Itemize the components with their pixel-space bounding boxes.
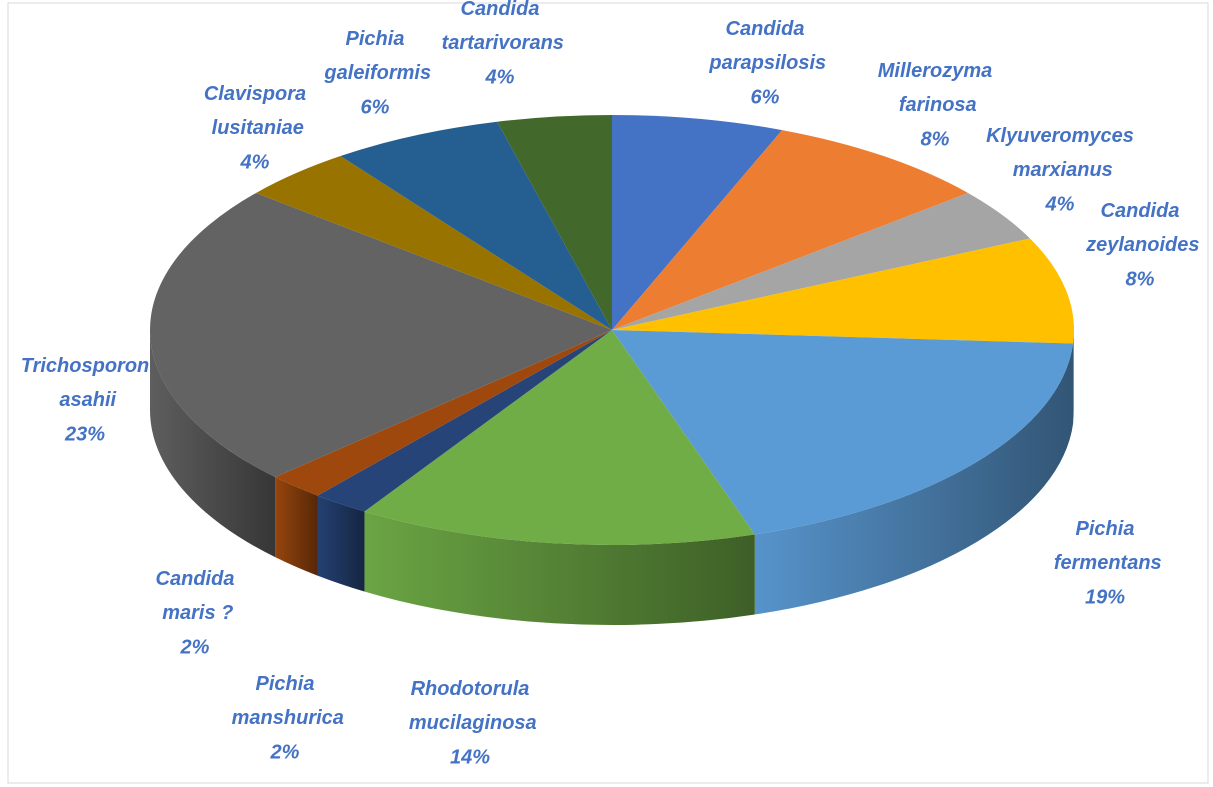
data-label-name: Clavispora lusitaniae — [204, 83, 306, 139]
data-label-value: 2% — [270, 741, 300, 763]
data-label-value: 4% — [1045, 193, 1075, 215]
data-label-value: 4% — [240, 151, 270, 173]
label-line: farinosa — [893, 94, 976, 116]
data-label-value: 8% — [1126, 268, 1155, 290]
data-label-name: Pichia galeiformis — [319, 28, 431, 84]
label-line: Rhodotorula — [411, 678, 530, 700]
data-label-value: 6% — [361, 96, 390, 118]
label-line: Pichia — [346, 28, 405, 50]
label-line: lusitaniae — [206, 117, 304, 139]
slice — [612, 238, 1075, 344]
data-label-value: 2% — [180, 636, 210, 658]
slice — [612, 330, 1074, 535]
data-label-name: Rhodotorula mucilaginosa — [403, 678, 536, 734]
label-line: mucilaginosa — [403, 712, 536, 734]
data-label-name: Candida maris ? — [156, 568, 235, 624]
slice — [256, 156, 612, 330]
data-label-value: 23% — [64, 423, 105, 445]
data-label-value: 6% — [751, 86, 780, 108]
label-line: Pichia — [256, 673, 315, 695]
data-label-value: 4% — [485, 66, 515, 88]
data-label-name: Pichia manshurica — [226, 673, 344, 729]
data-label-name: Candida parapsilosis — [704, 18, 826, 74]
label-line: maris ? — [157, 602, 234, 624]
data-label-value: 19% — [1085, 586, 1125, 608]
slice — [612, 192, 1031, 330]
label-line: tartarivorans — [436, 32, 564, 54]
slice — [612, 130, 968, 330]
slice — [497, 115, 612, 330]
label-line: Trichosporon — [21, 355, 150, 377]
data-label-name: Klyuveromyces marxianus — [986, 125, 1134, 181]
data-label-name: Pichia fermentans — [1048, 518, 1161, 574]
data-label-name: Millerozyma farinosa — [878, 60, 992, 116]
label-line: galeiformis — [319, 62, 431, 84]
slice — [150, 192, 613, 478]
label-line: marxianus — [1007, 159, 1113, 181]
label-line: fermentans — [1048, 552, 1161, 574]
data-label-name: Candida zeylanoides — [1081, 200, 1200, 256]
label-line: Candida — [1101, 200, 1180, 222]
label-line: Klyuveromyces — [986, 125, 1134, 147]
slice-side-shade — [1073, 330, 1074, 424]
chart-border — [7, 2, 1209, 784]
data-label-value: 8% — [921, 128, 950, 150]
label-line: Candida — [461, 0, 540, 20]
label-line: manshurica — [226, 707, 344, 729]
label-line: Candida — [156, 568, 235, 590]
label-line: parapsilosis — [704, 52, 826, 74]
label-line: Candida — [726, 18, 805, 40]
slice — [340, 121, 612, 330]
slice-side-shade — [317, 495, 365, 592]
data-label-name: Candida tartarivorans — [436, 0, 564, 54]
data-label-name: Trichosporon asahii — [21, 355, 150, 411]
label-line: zeylanoides — [1081, 234, 1200, 256]
label-line: Clavispora — [204, 83, 306, 105]
label-line: Millerozyma — [878, 60, 992, 82]
slice-side-shade — [364, 511, 755, 626]
slice — [275, 330, 612, 496]
data-label-value: 14% — [450, 746, 490, 768]
slice — [364, 330, 755, 545]
slice-side-shade — [150, 330, 276, 558]
slice — [612, 115, 783, 330]
label-line: asahii — [54, 389, 117, 411]
label-line: Pichia — [1076, 518, 1135, 540]
slice-side-shade — [754, 343, 1074, 615]
slice-side-shade — [275, 477, 318, 576]
slice — [317, 330, 612, 512]
